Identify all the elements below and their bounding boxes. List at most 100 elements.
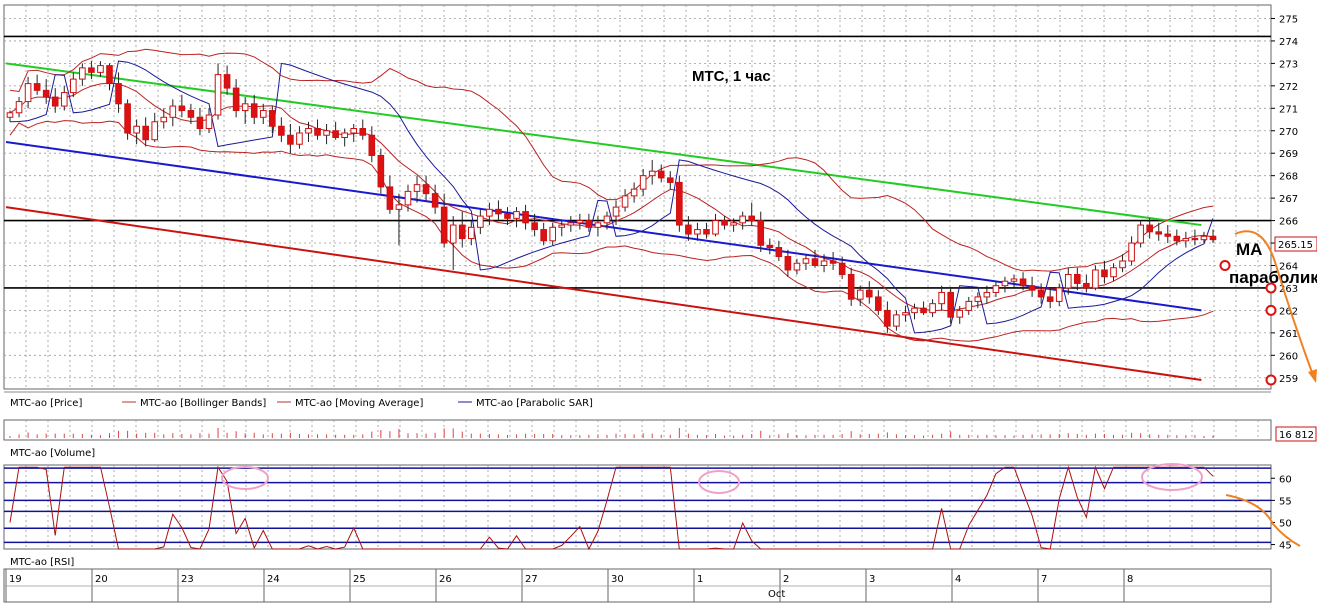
y-tick-label: 260 (1279, 351, 1298, 362)
candle-down (1164, 233, 1172, 237)
candle-down (42, 89, 50, 98)
candle-down (757, 220, 765, 246)
channel-lower (5, 206, 1202, 382)
candle-up (1119, 260, 1126, 269)
legend-ma: MTC-ao [Moving Average] (295, 398, 423, 409)
candle-up (621, 195, 629, 208)
candle-up (820, 260, 828, 266)
candle-up (205, 114, 213, 130)
candle-down (522, 211, 529, 224)
rsi-tick-label: 50 (1279, 518, 1292, 529)
candle-up (513, 211, 520, 219)
candle-up (477, 215, 484, 228)
candle-down (1028, 285, 1036, 291)
y-tick-label: 263 (1279, 284, 1298, 295)
candle-down (1046, 296, 1054, 302)
candle-up (70, 78, 77, 94)
candle-up (603, 215, 611, 224)
volume-last-box (1275, 426, 1317, 442)
candle-up (404, 190, 412, 206)
rsi-tick-label: 60 (1279, 474, 1292, 485)
candle-down (250, 103, 258, 118)
price-legend: MTC-ao [Price] MTC-ao [Bollinger Bands] … (10, 398, 593, 409)
candle-up (1182, 238, 1190, 242)
candle-down (829, 260, 837, 264)
y-tick-label: 266 (1279, 217, 1298, 228)
candle-up (630, 188, 638, 197)
price-panel-frame (3, 4, 1272, 390)
candle-up (395, 204, 403, 210)
x-tick-label: 26 (439, 574, 452, 585)
candle-up (856, 289, 864, 300)
rsi-levels (4, 467, 1271, 544)
volume-last-label: 16 812 (1279, 430, 1314, 441)
legend-bbands: MTC-ao [Bollinger Bands] (140, 398, 266, 409)
candle-up (169, 105, 177, 118)
y-tick-label: 272 (1279, 82, 1298, 93)
candle-down (540, 229, 547, 242)
candle-down (657, 170, 665, 179)
candle-down (51, 96, 59, 107)
candle-up (730, 222, 737, 226)
candle-up (79, 67, 86, 80)
candle-up (567, 222, 575, 226)
x-axis: 19 20 23 24 25 26 27 30 1 2 3 4 7 8 (4, 569, 1271, 602)
candle-down (223, 74, 231, 89)
target-markers (1219, 259, 1277, 386)
x-tick-label: 2 (783, 574, 789, 585)
candle-down (585, 220, 593, 228)
candle-up (24, 83, 32, 103)
candle-up (558, 224, 566, 228)
target-marker (1265, 304, 1277, 316)
candle-down (124, 103, 131, 134)
price-forecast-arrow (1234, 230, 1315, 379)
annotation-ma: МА (1236, 240, 1262, 259)
candle-up (259, 110, 267, 118)
candle-up (1092, 269, 1099, 289)
y-tick-label: 259 (1279, 374, 1298, 385)
candle-down (106, 65, 113, 85)
candle-up (305, 128, 312, 134)
candle-down (666, 177, 674, 183)
y-tick-label: 270 (1279, 127, 1298, 138)
candle-down (748, 215, 756, 222)
candle-up (1128, 242, 1135, 262)
candle-up (151, 121, 159, 141)
x-axis-frame (3, 568, 1272, 603)
candle-up (802, 258, 810, 264)
candle-down (865, 289, 873, 298)
candle-up (793, 262, 801, 271)
candle-down (1173, 235, 1181, 242)
candle-down (721, 220, 728, 226)
y-tick-label: 262 (1279, 306, 1298, 317)
candle-down (531, 222, 538, 231)
candle-up (1055, 287, 1063, 302)
x-tick-label: 4 (955, 574, 961, 585)
candle-down (1019, 278, 1027, 287)
candle-up (549, 226, 557, 242)
candle-up (639, 175, 647, 190)
x-tick-label: 20 (95, 574, 108, 585)
candle-up (911, 307, 918, 314)
candle-down (920, 307, 927, 314)
candle-down (314, 128, 321, 136)
candle-up (902, 312, 909, 316)
candle-down (1074, 273, 1081, 284)
candle-up (594, 222, 602, 228)
last-price-label: 265.15 (1278, 240, 1313, 251)
candle-up (929, 303, 936, 314)
candle-up (133, 125, 140, 134)
rsi-highlight-3 (1141, 463, 1203, 491)
x-tick-label: 3 (869, 574, 875, 585)
candle-down (187, 110, 195, 118)
y-tick-label: 271 (1279, 104, 1298, 115)
y-tick-label: 268 (1279, 172, 1298, 183)
candle-down (1083, 282, 1090, 289)
candle-down (1209, 235, 1217, 241)
chart-title: МТС, 1 час (692, 68, 771, 85)
candle-up (576, 220, 584, 224)
candle-down (1146, 224, 1153, 233)
rsi-legend: MTC-ao [RSI] (10, 557, 74, 568)
candle-up (449, 224, 457, 244)
rsi-line (9, 465, 1214, 551)
